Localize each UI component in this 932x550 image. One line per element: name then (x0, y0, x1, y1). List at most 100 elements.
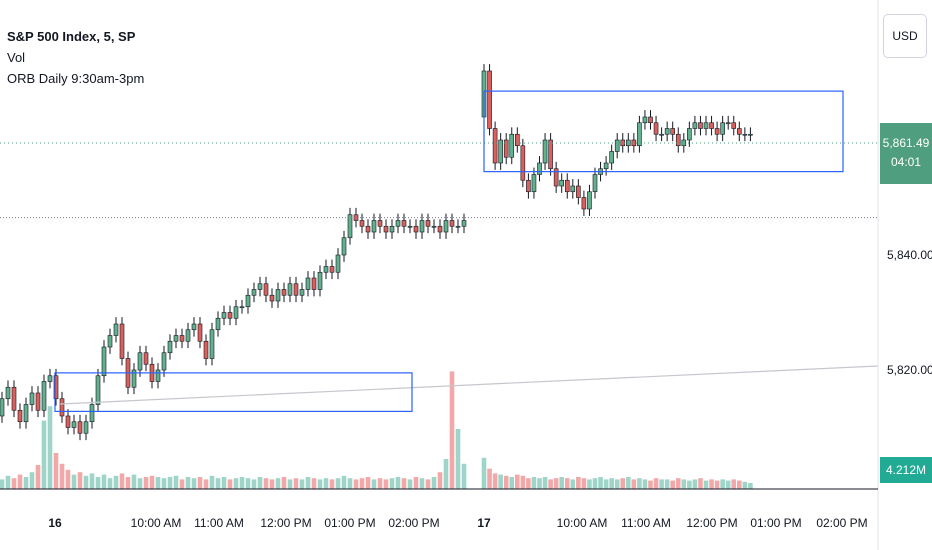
volume-bar (642, 479, 648, 489)
volume-bar (431, 477, 437, 489)
volume-bar (692, 479, 698, 489)
volume-bar (371, 479, 377, 489)
volume-bar (89, 473, 95, 489)
volume-bar (83, 475, 89, 489)
candle-body (233, 306, 239, 319)
candle-body (335, 254, 341, 273)
currency-button[interactable]: USD (883, 14, 927, 58)
candle-body (603, 162, 609, 170)
volume-bar (155, 477, 161, 489)
candle-body (119, 323, 125, 359)
volume-bar (35, 465, 41, 489)
volume-bar (720, 479, 725, 489)
volume-indicator-label[interactable]: Vol (7, 50, 26, 65)
volume-bar (365, 477, 371, 489)
volume-bar (481, 457, 487, 489)
volume-bar (714, 480, 720, 489)
candle-body (113, 323, 119, 336)
candle-body (401, 220, 407, 227)
orb-indicator-label[interactable]: ORB Daily 9:30am-3pm (7, 71, 145, 86)
candle-body (95, 375, 101, 405)
candle-body (687, 128, 692, 141)
volume-bar (107, 478, 113, 489)
last-price-tag: 5,861.49 04:01 (880, 123, 932, 184)
volume-bar (191, 478, 197, 489)
volume-bar (703, 480, 709, 489)
volume-bar (681, 479, 687, 489)
volume-bar (598, 477, 603, 489)
candle-body (377, 220, 383, 227)
volume-bar (359, 478, 365, 489)
symbol-title[interactable]: S&P 500 Index, 5, SP (7, 29, 136, 44)
volume-bar (203, 479, 209, 489)
volume-bar (275, 478, 281, 489)
candle-body (395, 220, 401, 227)
volume-bar (353, 479, 359, 489)
candle-body (681, 139, 687, 147)
volume-bar (227, 479, 233, 489)
candle-body (570, 185, 576, 193)
volume-bar (29, 472, 35, 489)
candle-body (191, 323, 197, 331)
x-tick-label: 17 (477, 516, 491, 530)
candle-body (77, 421, 83, 434)
candle-body (167, 340, 173, 354)
volume-bar (401, 478, 407, 489)
volume-bar (245, 478, 251, 489)
volume-bar (407, 479, 413, 489)
volume-bar (125, 477, 131, 489)
candle-body (714, 128, 720, 135)
volume-bar (23, 477, 29, 489)
volume-bar (65, 469, 71, 489)
candle-body (341, 237, 347, 256)
volume-bar (526, 478, 531, 489)
volume-bar (131, 474, 137, 489)
candle-body (137, 352, 143, 371)
x-tick-label: 11:00 AM (621, 516, 671, 530)
candle-body (143, 352, 149, 365)
candle-body (698, 122, 703, 129)
volume-bar (687, 480, 692, 489)
candle-body (425, 220, 431, 227)
candle-body (431, 225, 437, 228)
candle-body (161, 352, 167, 371)
candle-body (503, 139, 509, 158)
volume-bar (179, 479, 185, 489)
volume-bar (553, 478, 559, 489)
y-tick-label: 5,820.00 (887, 363, 932, 377)
candle-body (720, 122, 725, 135)
candle-body (41, 381, 47, 411)
volume-bar (11, 478, 17, 489)
volume-bar (664, 479, 670, 489)
volume-bar (461, 463, 467, 489)
volume-bar (311, 478, 317, 489)
chart-legend: S&P 500 Index, 5, SP Vol ORB Daily 9:30a… (7, 26, 144, 89)
candle-body (614, 139, 620, 152)
volume-bar (395, 477, 401, 489)
volume-bar (251, 479, 257, 489)
volume-bar (335, 478, 341, 489)
candle-body (592, 174, 598, 193)
candle-body (492, 128, 498, 164)
volume-bar (59, 463, 65, 489)
candle-body (383, 225, 389, 233)
candle-body (664, 128, 670, 135)
candle-body (11, 386, 17, 411)
candle-body (155, 369, 161, 382)
volume-bar (419, 478, 425, 489)
candle-body (642, 116, 648, 124)
volume-bar (263, 478, 269, 489)
candle-body (742, 133, 748, 136)
volume-bar (537, 478, 542, 489)
volume-bar (119, 473, 125, 489)
candle-body (509, 133, 515, 158)
volume-layer (0, 371, 753, 489)
candle-body (564, 179, 570, 193)
candle-body (581, 197, 587, 210)
candle-body (548, 139, 553, 170)
candle-body (637, 122, 642, 147)
candle-body (305, 277, 311, 290)
orb-box-day16 (54, 372, 413, 413)
volume-bar (293, 478, 299, 489)
